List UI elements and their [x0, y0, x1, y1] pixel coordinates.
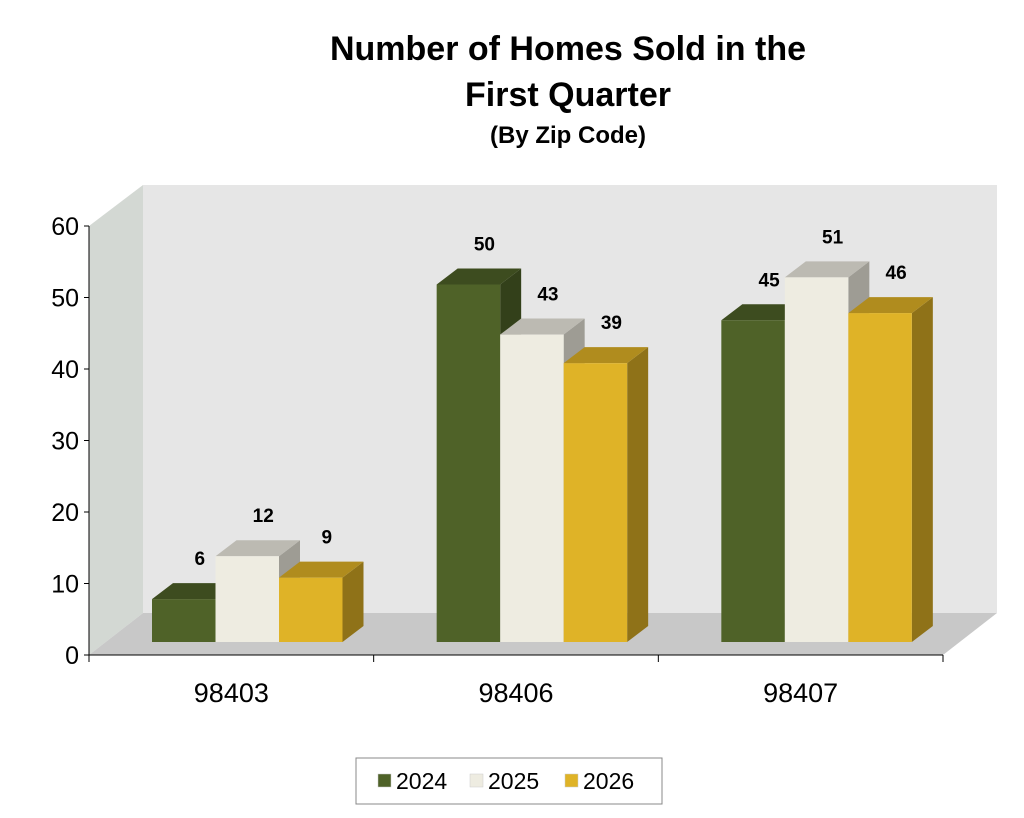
legend-label: 2024	[396, 768, 447, 794]
legend-box	[355, 757, 663, 805]
bar-top	[784, 261, 870, 278]
chart-title-line-1: Number of Homes Sold in the	[330, 30, 806, 68]
bar-98407-2026: 46	[848, 263, 933, 642]
legend-item-2025: 2025	[469, 768, 539, 794]
data-label: 43	[537, 285, 558, 306]
bar-98406-2026: 39	[563, 313, 649, 642]
legend-swatch	[377, 773, 392, 788]
bar-side	[627, 347, 649, 642]
bar-front	[563, 363, 628, 642]
bar-front	[848, 313, 912, 642]
bar-top	[436, 268, 522, 285]
legend: 2024 2025 2026	[355, 757, 663, 805]
bar-front	[721, 320, 785, 642]
bar-top	[215, 540, 300, 557]
bar-front	[436, 284, 501, 642]
y-tick-label: 50	[51, 285, 79, 313]
bar-top	[500, 318, 585, 335]
legend-item-2024: 2024	[377, 768, 447, 794]
legend-label: 2026	[583, 768, 634, 794]
bar-top	[279, 561, 364, 578]
y-tick-label: 30	[51, 428, 79, 456]
chart-title-line-2: First Quarter	[465, 76, 671, 114]
bars: 6 12 9 50 43 39 45 51 46	[152, 227, 933, 642]
bar-front	[215, 556, 279, 642]
data-label: 46	[886, 263, 907, 284]
bar-top	[721, 304, 806, 321]
bar-top	[848, 297, 933, 314]
y-tick-label: 40	[51, 356, 79, 384]
x-tick-label: 98406	[478, 678, 553, 708]
bar-top	[152, 583, 237, 600]
data-label: 12	[253, 506, 274, 527]
data-label: 9	[321, 528, 332, 549]
data-label: 39	[601, 313, 622, 334]
bar-front	[784, 277, 849, 642]
data-label: 45	[759, 270, 781, 291]
legend-swatch	[469, 773, 484, 788]
axes: 0 10 20 30 40 50 60 98403 98406 98407	[51, 213, 944, 708]
bar-side	[911, 297, 933, 642]
bar-top	[563, 347, 649, 364]
x-tick-label: 98403	[194, 678, 269, 708]
data-label: 51	[822, 227, 844, 248]
chart-subtitle: (By Zip Code)	[490, 122, 646, 149]
bar-98403-2026: 9	[279, 528, 364, 642]
bar-front	[152, 599, 216, 642]
y-tick-label: 60	[51, 213, 79, 241]
legend-label: 2025	[488, 768, 539, 794]
data-label: 50	[474, 235, 495, 256]
legend-swatch	[564, 773, 579, 788]
bar-front	[279, 577, 343, 642]
side-wall	[89, 185, 143, 655]
y-tick-label: 20	[51, 499, 79, 527]
x-tick-label: 98407	[763, 678, 838, 708]
data-label: 6	[194, 549, 205, 570]
legend-item-2026: 2026	[564, 768, 634, 794]
bar-side	[342, 561, 364, 642]
y-tick-label: 0	[65, 642, 79, 670]
y-tick-label: 10	[51, 571, 79, 599]
bar-front	[500, 334, 564, 642]
